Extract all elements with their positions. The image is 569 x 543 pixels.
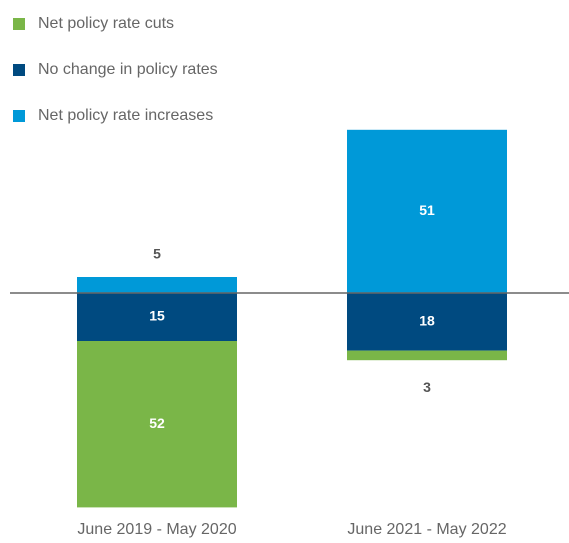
bar-segment xyxy=(347,293,507,351)
bar-segment xyxy=(77,341,237,508)
legend-swatch xyxy=(13,64,25,76)
legend-label: No change in policy rates xyxy=(38,61,218,78)
category-label: June 2021 - May 2022 xyxy=(347,521,506,538)
value-label: 18 xyxy=(419,313,435,329)
legend-swatch xyxy=(13,110,25,122)
value-label: 3 xyxy=(423,379,431,395)
value-label: 52 xyxy=(149,415,165,431)
bar-segment xyxy=(77,277,237,293)
category-label: June 2019 - May 2020 xyxy=(77,521,236,538)
value-label: 5 xyxy=(153,246,161,262)
bar-segment xyxy=(77,293,237,341)
legend-swatch xyxy=(13,18,25,30)
value-label: 51 xyxy=(419,202,435,218)
legend-label: Net policy rate cuts xyxy=(38,15,174,32)
value-label: 15 xyxy=(149,308,165,324)
legend-label: Net policy rate increases xyxy=(38,107,213,124)
bar-segment xyxy=(347,129,507,293)
bar-segment xyxy=(347,350,507,361)
